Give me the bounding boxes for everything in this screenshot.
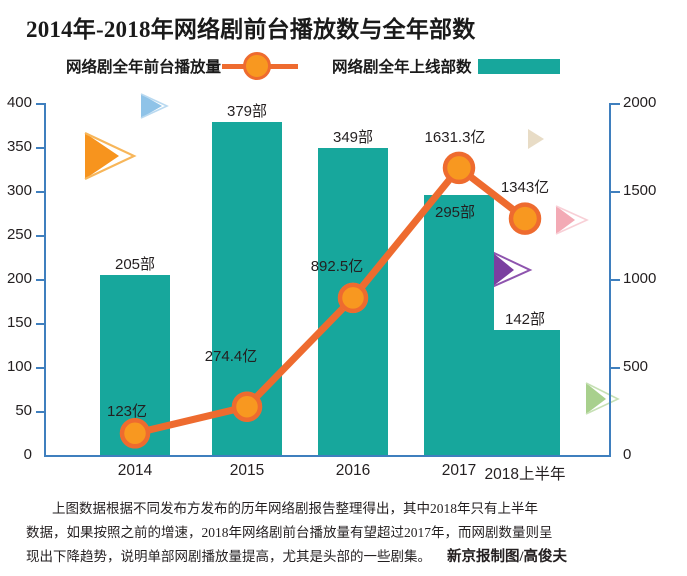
bar-label-2016: 349部 xyxy=(332,129,374,146)
line-series xyxy=(119,151,542,449)
bar-label-2014: 205部 xyxy=(114,256,156,273)
y-left-tick xyxy=(36,367,45,369)
legend-line-marker-icon xyxy=(222,51,299,81)
y-right-tick xyxy=(611,103,620,105)
y-right-tick-label: 1500 xyxy=(623,182,657,199)
line-marker-2015 xyxy=(231,391,263,422)
footnote: 上图数据根据不同发布方发布的历年网络剧报告整理得出，其中2018年只有上半年 数… xyxy=(26,497,666,569)
bar-label-2017: 295部 xyxy=(434,204,476,221)
y-right-tick xyxy=(611,191,620,193)
line-label-2015: 274.4亿 xyxy=(204,348,258,365)
line-label-2016: 892.5亿 xyxy=(310,258,364,275)
footnote-line-3-text: 现出下降趋势，说明单部网剧播放量提高，尤其是头部的一些剧集。 xyxy=(26,549,431,564)
x-tick-label-2015: 2015 xyxy=(229,462,265,479)
chart-legend: 网络剧全年前台播放量 网络剧全年上线部数 xyxy=(32,50,652,82)
legend-item-bar: 网络剧全年上线部数 xyxy=(332,50,560,82)
y-right-tick-label: 2000 xyxy=(623,94,657,111)
y-left-tick xyxy=(36,103,45,105)
y-left-tick-label: 200 xyxy=(6,270,32,287)
triangle-beige-small-icon xyxy=(528,129,544,149)
plot-area: 400 350 300 250 200 150 100 50 0 2000 15… xyxy=(0,93,687,483)
y-left-tick xyxy=(36,323,45,325)
y-left-tick xyxy=(36,235,45,237)
line-label-2014: 123亿 xyxy=(106,403,148,420)
y-left-tick xyxy=(36,191,45,193)
y-left-tick-label: 0 xyxy=(23,446,32,463)
y-left-tick-label: 100 xyxy=(6,358,32,375)
bar-2018 xyxy=(490,330,560,455)
legend-bar-label: 网络剧全年上线部数 xyxy=(332,59,472,76)
bar-series: 205部 379部 349部 295部 142部 xyxy=(0,95,687,457)
footnote-line-3: 现出下降趋势，说明单部网剧播放量提高，尤其是头部的一些剧集。 新京报制图/高俊夫 xyxy=(26,545,666,569)
y-left-tick-label: 300 xyxy=(6,182,32,199)
bar-label-2018: 142部 xyxy=(504,311,546,328)
x-tick-label-2017: 2017 xyxy=(441,462,477,479)
y-right-tick-label: 500 xyxy=(623,358,649,375)
line-marker-2014 xyxy=(119,418,151,449)
x-axis xyxy=(44,455,611,457)
footnote-line-2: 数据，如果按照之前的增速，2018年网络剧前台播放量有望超过2017年，而网剧数… xyxy=(26,525,553,540)
line-label-2017: 1631.3亿 xyxy=(424,129,486,146)
y-right-tick-label: 0 xyxy=(623,446,632,463)
y-right-tick xyxy=(611,279,620,281)
line-marker-2016 xyxy=(337,282,369,314)
line-marker-2018 xyxy=(508,202,542,235)
y-left-tick xyxy=(36,147,45,149)
line-marker-2017 xyxy=(442,151,476,185)
page-title: 2014年-2018年网络剧前台播放数与全年部数 xyxy=(26,17,476,42)
y-left-tick-label: 350 xyxy=(6,138,32,155)
y-left-tick-label: 150 xyxy=(6,314,32,331)
y-left-tick xyxy=(36,279,45,281)
bar-label-2015: 379部 xyxy=(226,103,268,120)
x-tick-label-2018: 2018上半年 xyxy=(484,466,566,483)
legend-item-line: 网络剧全年前台播放量 xyxy=(66,50,299,82)
y-left-tick-label: 400 xyxy=(6,94,32,111)
triangle-blue-small-icon xyxy=(140,93,169,119)
bar-2017 xyxy=(424,195,494,455)
triangle-pink-small-icon xyxy=(555,205,589,235)
y-left-tick-label: 50 xyxy=(15,402,32,419)
line-label-2018: 1343亿 xyxy=(500,179,550,196)
footnote-line-1: 上图数据根据不同发布方发布的历年网络剧报告整理得出，其中2018年只有上半年 xyxy=(52,501,538,516)
triangle-green-small-icon xyxy=(585,382,620,415)
y-right-tick xyxy=(611,367,620,369)
x-tick-label-2014: 2014 xyxy=(117,462,153,479)
y-axis-left xyxy=(44,103,46,456)
x-tick-label-2016: 2016 xyxy=(335,462,371,479)
y-axis-right xyxy=(609,103,611,456)
triangle-purple-small-icon xyxy=(491,251,533,288)
legend-bar-swatch-icon xyxy=(477,58,560,74)
credit-label: 新京报制图/高俊夫 xyxy=(447,549,568,565)
y-right-tick-label: 1000 xyxy=(623,270,657,287)
triangle-orange-large-icon xyxy=(84,132,137,180)
y-left-tick-label: 250 xyxy=(6,226,32,243)
legend-line-label: 网络剧全年前台播放量 xyxy=(66,59,222,76)
y-left-tick xyxy=(36,411,45,413)
